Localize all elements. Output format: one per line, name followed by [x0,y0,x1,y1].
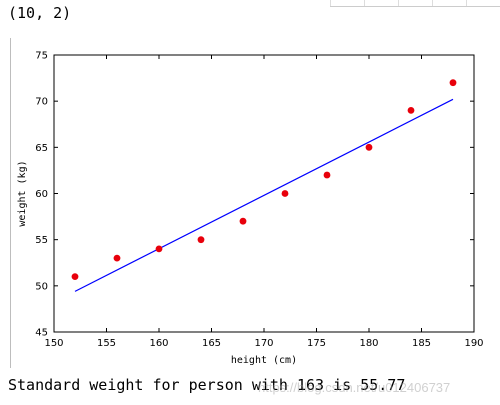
scatter-point [281,190,289,197]
scatter-point [449,79,457,87]
output-top-text: (10, 2) [8,4,72,22]
x-axis-label: height (cm) [231,355,297,366]
y-tick-label: 55 [35,235,48,246]
scatter-point [239,217,247,225]
y-axis-label: weight (kg) [17,160,28,226]
x-tick-label: 165 [202,338,221,349]
y-tick-label: 60 [35,189,48,200]
watermark-text: https://blog.csdn.net/u012406737 [258,380,451,395]
y-tick-label: 70 [35,97,48,108]
spreadsheet-grid-fragment [330,0,500,7]
y-tick-label: 45 [35,328,48,339]
y-tick-label: 50 [35,281,48,292]
plot-area: 150 155 160 165 170 175 180 185 190 45 50 55 60 65 70 7… [17,51,484,367]
plot-frame [53,54,475,333]
scatter-point [155,245,163,253]
scatter-point [71,273,79,280]
scatter-point [197,236,205,244]
scatter-point [323,171,331,179]
scatter-point [365,143,373,151]
x-tick-label: 155 [97,338,116,349]
x-tick-label: 150 [44,338,63,349]
x-tick-label: 160 [149,338,168,349]
frame-left-rule [10,38,11,368]
x-tick-label: 185 [412,338,431,349]
scatter-point [113,254,121,262]
regression-line [74,98,454,292]
y-tick-label: 75 [35,51,48,62]
output-bottom-text: Standard weight for person with 163 is 5… [8,376,406,394]
x-tick-label: 170 [254,338,273,349]
y-tick-label: 65 [35,143,48,154]
x-tick-label: 180 [359,338,378,349]
x-tick-label: 190 [464,338,483,349]
scatter-point [407,107,415,114]
x-tick-label: 175 [307,338,326,349]
